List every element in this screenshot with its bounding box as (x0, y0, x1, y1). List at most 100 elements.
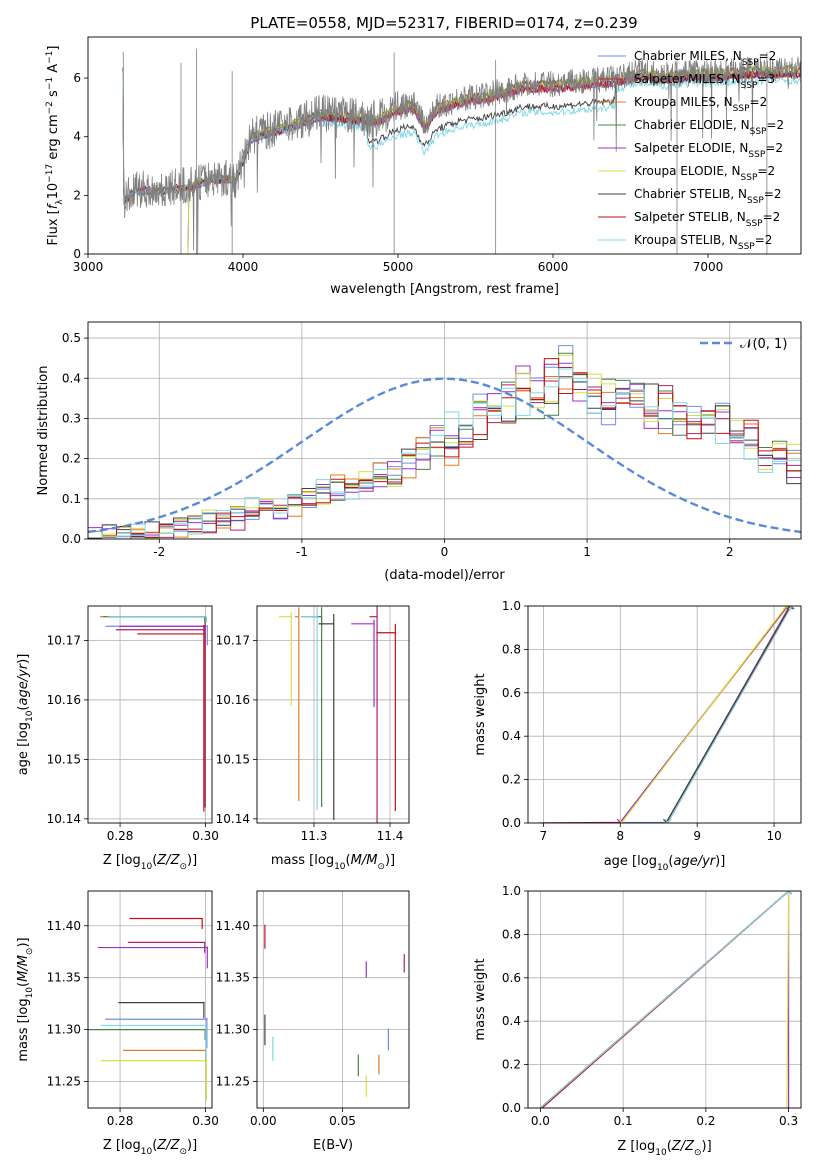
cumulative_Z-xtick-label: 0.0 (531, 1114, 550, 1128)
mass_vs_Z-xlabel: Z [log10(Z/Z⊙)] (103, 1138, 197, 1157)
cumulative_age-ytick-label: 0.0 (502, 816, 521, 830)
cumulative_Z-xtick-label: 0.1 (614, 1114, 633, 1128)
spectrum-plot-area (122, 48, 801, 254)
cumulative_Z-ytick-label: 1.0 (502, 884, 521, 898)
age_vs_mass-xtick-label: 11.4 (377, 829, 404, 843)
cumulative_age-ytick-label: 0.4 (502, 729, 521, 743)
cumulative_age-xtick-label: 7 (540, 829, 548, 843)
age_vs_Z-frame (87, 605, 213, 824)
age_vs_Z-panel: 0.28 0.30 10.14 10.15 10.16 10.17 Z [log10(Z/Z… (16, 605, 219, 872)
spectrum-ytick-label: 4 (73, 130, 81, 144)
mass_vs_ebv-ytick-label: 11.25 (216, 1075, 250, 1089)
mass_vs_Z-xtick-label: 0.30 (192, 1114, 219, 1128)
cumulative_age-marker (786, 606, 794, 610)
residuals-ytick-label: 0.5 (62, 331, 81, 345)
cumulative_age-xtick-label: 9 (693, 829, 701, 843)
age_vs_mass-frame (256, 605, 410, 824)
cumulative_Z-plot-area (528, 891, 801, 1108)
cumulative_Z-cumulative-line (786, 891, 790, 1108)
residuals-plot-area (88, 322, 801, 539)
residuals-frame (87, 321, 802, 540)
mass_vs_Z-frame (87, 890, 213, 1109)
legend-entry: Chabrier MILES, NSSP=2 (634, 49, 776, 68)
legend-entry: Salpeter STELIB, NSSP=2 (634, 210, 780, 229)
residuals-panel: -2 -1 0 1 2 0.0 0.1 0.2 0.3 0.4 0.5 (data-model)/er… (36, 321, 802, 583)
residuals-xtick-label: -1 (296, 545, 308, 559)
spectrum-model-line (122, 72, 801, 205)
legend-entry: Kroupa STELIB, NSSP=2 (634, 233, 772, 252)
spectrum-xlabel: wavelength [Angstrom, rest frame] (330, 282, 559, 297)
cumulative_age-ytick-label: 0.6 (502, 686, 521, 700)
age_vs_Z-ytick-label: 10.15 (47, 752, 81, 766)
spectrum-xtick-label: 3000 (73, 260, 104, 274)
legend-entry: Kroupa ELODIE, NSSP=2 (634, 164, 775, 183)
residuals-ylabel: Normed distribution (36, 366, 51, 496)
mass_vs_ebv-plot-area (257, 891, 409, 1108)
cumulative_Z-xtick-label: 0.3 (779, 1114, 798, 1128)
spectrum-frame (87, 36, 802, 255)
mass_vs_ebv-panel: 0.00 0.05 11.25 11.30 11.35 11.40 E(B-V) (216, 890, 410, 1153)
mass_vs_Z-ytick-label: 11.35 (47, 971, 81, 985)
residuals-ytick-label: 0.2 (62, 452, 81, 466)
cumulative_age-marker (618, 818, 626, 823)
residuals-xlabel: (data-model)/error (384, 568, 505, 583)
spectrum-xtick-label: 5000 (383, 260, 414, 274)
cumulative_age-cumulative-line (539, 606, 789, 823)
cumulative_age-ytick-label: 1.0 (502, 599, 521, 613)
age_vs_mass-ytick-label: 10.15 (216, 752, 250, 766)
spectrum-panel: 3000 4000 5000 6000 7000 0 2 4 6 wavelength [Angs… (45, 36, 802, 297)
mass_vs_ebv-ytick-label: 11.35 (216, 971, 250, 985)
cumulative_Z-frame (527, 890, 802, 1109)
spectrum-xtick-label: 7000 (693, 260, 724, 274)
residuals-xtick-label: -2 (153, 545, 165, 559)
cumulative_age-cumulative-line (539, 606, 791, 823)
mass_vs_Z-ytick-label: 11.25 (47, 1075, 81, 1089)
cumulative_age-panel: 7 8 9 10 0.0 0.2 0.4 0.6 0.8 1.0 age [log10(age/yr… (473, 599, 802, 873)
cumulative_age-marker (788, 606, 796, 610)
cumulative_Z-ytick-label: 0.0 (502, 1101, 521, 1115)
legend-entry: Salpeter ELODIE, NSSP=2 (634, 141, 783, 160)
age_vs_mass-xtick-label: 11.3 (301, 829, 328, 843)
residuals-xtick-label: 1 (583, 545, 591, 559)
mass_vs_ebv-frame (256, 890, 410, 1109)
mass_vs_ebv-ytick-label: 11.30 (216, 1023, 250, 1037)
cumulative_age-marker (787, 606, 795, 610)
legend-entry: Salpeter MILES, NSSP=3 (634, 72, 775, 91)
cumulative_Z-cumulative-line (540, 891, 789, 1108)
residual-histogram (88, 374, 801, 539)
mass_vs_Z-ylabel: mass [log10(M/M⊙)] (16, 937, 35, 1061)
spectrum-data-line (122, 51, 801, 254)
cumulative_Z-marker (785, 891, 792, 895)
residuals-ytick-label: 0.3 (62, 411, 81, 425)
legend-entry: Chabrier ELODIE, NSSP=2 (634, 118, 784, 137)
cumulative_Z-ytick-label: 0.2 (502, 1058, 521, 1072)
cumulative_age-ylabel: mass weight (473, 673, 488, 755)
spectrum-ylabel: Flux [fλ10−17 erg cm−2 s−1 A−1] (45, 46, 65, 246)
figure-title: PLATE=0558, MJD=52317, FIBERID=0174, z=0… (250, 14, 637, 32)
mass_vs_Z-ytick-label: 11.30 (47, 1023, 81, 1037)
cumulative_age-xtick-label: 10 (766, 829, 781, 843)
mass_vs_ebv-ytick-label: 11.40 (216, 919, 250, 933)
age_vs_Z-ytick-label: 10.17 (47, 633, 81, 647)
cumulative_Z-xtick-label: 0.2 (696, 1114, 715, 1128)
cumulative_Z-ytick-label: 0.6 (502, 971, 521, 985)
residuals-xtick-label: 0 (441, 545, 449, 559)
cumulative_age-plot-area (528, 606, 801, 823)
residuals-ytick-label: 0.4 (62, 371, 81, 385)
cumulative_age-ytick-label: 0.2 (502, 773, 521, 787)
age_vs_Z-xtick-label: 0.30 (192, 829, 219, 843)
residual-histogram (88, 368, 801, 539)
spectrum-ytick-label: 0 (73, 247, 81, 261)
spectrum-model-line (122, 69, 801, 204)
age_vs_mass-plot-area (257, 606, 409, 823)
age_vs_Z-ytick-label: 10.16 (47, 693, 81, 707)
residuals-legend-label: 𝒩(0, 1) (740, 337, 787, 352)
cumulative_age-marker (664, 818, 672, 823)
cumulative_age-xtick-label: 8 (616, 829, 624, 843)
panels: 3000 4000 5000 6000 7000 0 2 4 6 wavelength [Angs… (16, 36, 802, 1158)
mass_vs_Z-ytick-label: 11.40 (47, 919, 81, 933)
age_vs_Z-xlabel: Z [log10(Z/Z⊙)] (103, 853, 197, 872)
mass_vs_Z-xtick-label: 0.28 (107, 1114, 134, 1128)
cumulative_Z-ylabel: mass weight (473, 958, 488, 1040)
